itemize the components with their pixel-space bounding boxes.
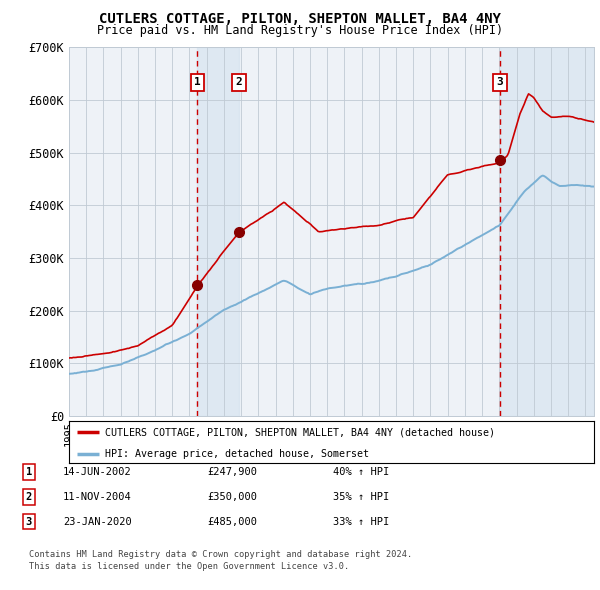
Text: This data is licensed under the Open Government Licence v3.0.: This data is licensed under the Open Gov… <box>29 562 349 571</box>
Text: 14-JUN-2002: 14-JUN-2002 <box>63 467 132 477</box>
Text: 3: 3 <box>26 517 32 526</box>
Text: Contains HM Land Registry data © Crown copyright and database right 2024.: Contains HM Land Registry data © Crown c… <box>29 550 412 559</box>
Text: 1: 1 <box>26 467 32 477</box>
Text: 40% ↑ HPI: 40% ↑ HPI <box>333 467 389 477</box>
Text: 23-JAN-2020: 23-JAN-2020 <box>63 517 132 526</box>
Text: £485,000: £485,000 <box>207 517 257 526</box>
Text: 2: 2 <box>236 77 242 87</box>
Text: £350,000: £350,000 <box>207 492 257 502</box>
Text: Price paid vs. HM Land Registry's House Price Index (HPI): Price paid vs. HM Land Registry's House … <box>97 24 503 37</box>
Text: 33% ↑ HPI: 33% ↑ HPI <box>333 517 389 526</box>
Text: 35% ↑ HPI: 35% ↑ HPI <box>333 492 389 502</box>
Text: £247,900: £247,900 <box>207 467 257 477</box>
Text: CUTLERS COTTAGE, PILTON, SHEPTON MALLET, BA4 4NY: CUTLERS COTTAGE, PILTON, SHEPTON MALLET,… <box>99 12 501 26</box>
Text: 3: 3 <box>497 77 503 87</box>
Bar <box>500 47 594 416</box>
Text: CUTLERS COTTAGE, PILTON, SHEPTON MALLET, BA4 4NY (detached house): CUTLERS COTTAGE, PILTON, SHEPTON MALLET,… <box>105 427 494 437</box>
Text: 2: 2 <box>26 492 32 502</box>
Text: 1: 1 <box>194 77 201 87</box>
Text: 11-NOV-2004: 11-NOV-2004 <box>63 492 132 502</box>
Bar <box>197 47 239 416</box>
Text: HPI: Average price, detached house, Somerset: HPI: Average price, detached house, Some… <box>105 449 368 459</box>
